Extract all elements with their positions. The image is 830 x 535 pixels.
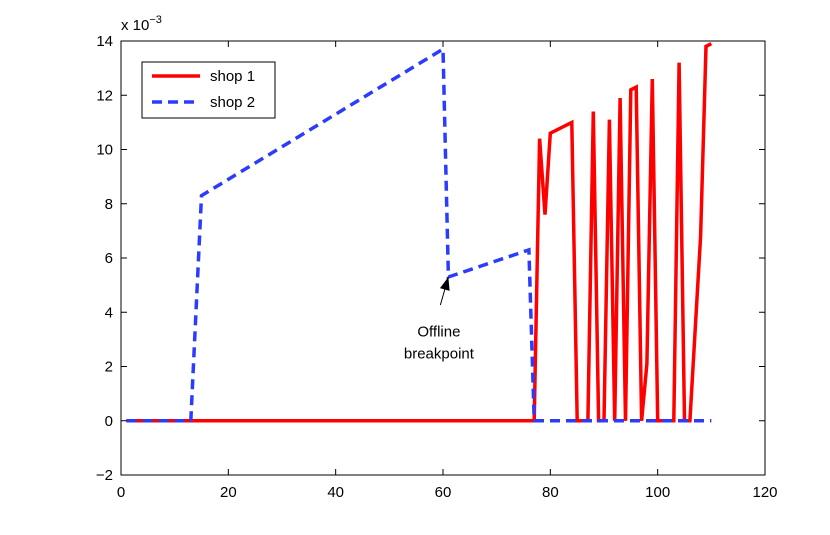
series-line-1 [126,42,713,423]
x-tick-label: 100 [645,484,670,501]
x-tick-label: 120 [752,484,777,501]
y-tick-label: 8 [105,196,113,213]
annotation-offline-breakpoint: Offline breakpoint [404,276,475,363]
y-tick-label: 0 [105,413,113,430]
series-line-2 [126,46,712,423]
y-scale-note: x 10−3 [121,14,162,34]
y-scale-exponent: −3 [149,14,162,26]
x-tick-label: 20 [220,484,237,501]
x-tick-label: 40 [327,484,344,501]
x-tick-label: 60 [435,484,452,501]
y-tick-label: 2 [105,359,113,376]
annotation-text-line-2: breakpoint [404,346,475,363]
y-tick-label: 14 [96,33,113,50]
x-tick-label: 0 [117,484,125,501]
x-tick-label: 80 [542,484,559,501]
legend: shop 1 shop 2 [141,61,276,119]
annotation-arrow-head [439,276,450,291]
annotation-text-line-1: Offline [417,324,460,341]
y-tick-label: −2 [96,467,113,484]
y-tick-label: 12 [96,87,113,104]
series-layer [126,42,713,423]
legend-box [141,61,276,119]
legend-label-shop-2: shop 2 [210,94,255,111]
y-tick-label: 10 [96,142,113,159]
y-tick-label: 4 [105,304,113,321]
y-tick-label: 6 [105,250,113,267]
y-scale-base: x 10 [121,17,149,34]
legend-label-shop-1: shop 1 [210,68,255,85]
